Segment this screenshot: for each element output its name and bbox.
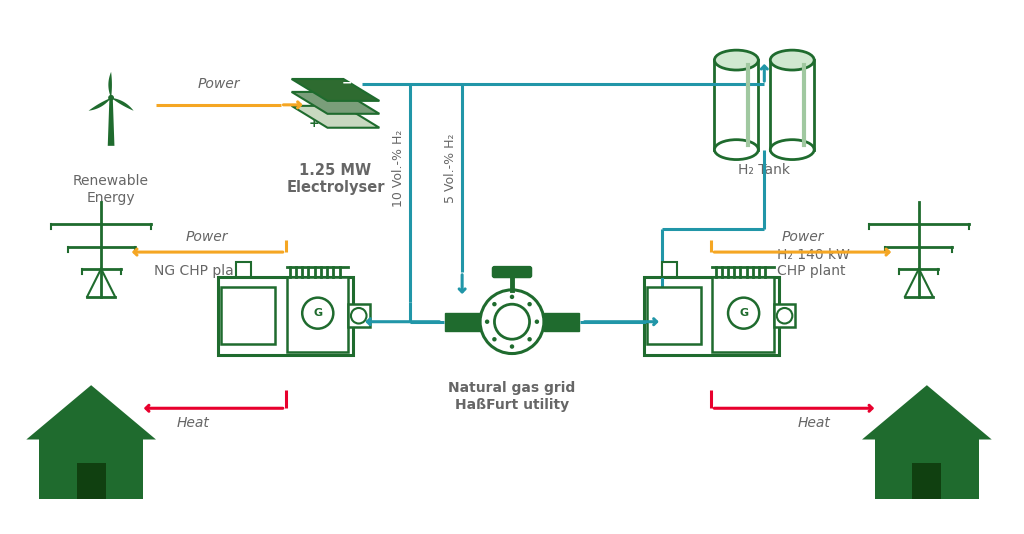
Text: Power: Power: [186, 230, 228, 244]
Text: G: G: [313, 308, 323, 318]
Circle shape: [495, 304, 529, 339]
Polygon shape: [292, 92, 379, 114]
Text: H₂ Tank: H₂ Tank: [738, 162, 791, 177]
Text: Heat: Heat: [177, 416, 210, 430]
Text: Renewable
Energy: Renewable Energy: [73, 175, 150, 205]
Circle shape: [527, 302, 531, 307]
FancyBboxPatch shape: [218, 277, 353, 355]
Text: 1.25 MW
Electrolyser: 1.25 MW Electrolyser: [287, 162, 385, 195]
Polygon shape: [912, 463, 941, 499]
FancyBboxPatch shape: [544, 313, 579, 331]
Circle shape: [485, 319, 489, 324]
Text: Power: Power: [198, 77, 240, 91]
Circle shape: [493, 302, 497, 307]
FancyBboxPatch shape: [646, 287, 701, 344]
FancyBboxPatch shape: [644, 277, 779, 355]
Text: NG CHP plant: NG CHP plant: [154, 264, 248, 278]
Ellipse shape: [770, 140, 814, 160]
Polygon shape: [292, 106, 379, 128]
Polygon shape: [27, 385, 156, 439]
Text: G: G: [739, 308, 749, 318]
Circle shape: [728, 297, 759, 329]
Text: 10 Vol.-% H₂: 10 Vol.-% H₂: [392, 129, 404, 207]
Text: −: −: [342, 76, 352, 90]
Text: Heat: Heat: [798, 416, 830, 430]
Circle shape: [527, 337, 531, 342]
Polygon shape: [77, 463, 105, 499]
Polygon shape: [109, 72, 112, 98]
Polygon shape: [292, 79, 379, 101]
Circle shape: [777, 308, 793, 324]
Text: +: +: [308, 117, 318, 130]
FancyBboxPatch shape: [221, 287, 275, 344]
Ellipse shape: [770, 50, 814, 70]
Polygon shape: [108, 98, 115, 146]
FancyBboxPatch shape: [237, 263, 251, 277]
Polygon shape: [39, 439, 143, 499]
Circle shape: [302, 297, 334, 329]
Circle shape: [510, 344, 514, 349]
FancyBboxPatch shape: [348, 304, 370, 327]
Text: H₂ 140 kW
CHP plant: H₂ 140 kW CHP plant: [777, 248, 850, 278]
Polygon shape: [111, 98, 133, 111]
FancyBboxPatch shape: [445, 313, 480, 331]
Ellipse shape: [715, 50, 759, 70]
Circle shape: [535, 319, 539, 324]
Circle shape: [351, 308, 367, 324]
FancyBboxPatch shape: [715, 60, 759, 150]
Text: Natural gas grid
HaßFurt utility: Natural gas grid HaßFurt utility: [449, 381, 575, 412]
Circle shape: [109, 95, 114, 101]
FancyBboxPatch shape: [770, 60, 814, 150]
Polygon shape: [876, 439, 979, 499]
FancyBboxPatch shape: [713, 277, 774, 352]
FancyBboxPatch shape: [287, 277, 348, 352]
Ellipse shape: [715, 140, 759, 160]
Circle shape: [510, 295, 514, 299]
Text: Power: Power: [781, 230, 824, 244]
Circle shape: [480, 290, 544, 354]
Text: 5 Vol.-% H₂: 5 Vol.-% H₂: [443, 134, 457, 203]
FancyBboxPatch shape: [493, 266, 531, 278]
Polygon shape: [89, 98, 111, 111]
FancyBboxPatch shape: [774, 304, 796, 327]
FancyBboxPatch shape: [663, 263, 677, 277]
Circle shape: [493, 337, 497, 342]
Polygon shape: [862, 385, 991, 439]
